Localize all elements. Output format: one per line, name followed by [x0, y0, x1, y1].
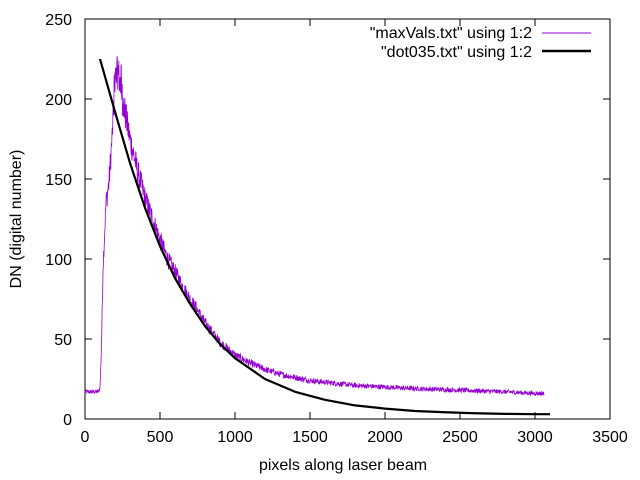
axis-ticks: 0 500 1000 1500 2000 2500 3000 3500 0 50 100 150 200… — [45, 12, 628, 446]
x-tick-label: 1500 — [292, 429, 328, 446]
x-tick-label: 500 — [147, 429, 174, 446]
y-tick-label: 200 — [45, 92, 72, 109]
y-tick-label: 0 — [63, 412, 72, 429]
series-layer — [84, 55, 550, 416]
x-tick-label: 2500 — [442, 429, 478, 446]
y-tick-label: 100 — [45, 252, 72, 269]
x-tick-label: 2000 — [367, 429, 403, 446]
x-tick-label: 1000 — [217, 429, 253, 446]
x-tick-label: 3500 — [592, 429, 628, 446]
legend: "maxVals.txt" using 1:2 "dot035.txt" usi… — [370, 25, 591, 61]
x-tick-label: 0 — [81, 429, 90, 446]
series-dot035-line — [98, 58, 550, 416]
y-axis-label: DN (digital number) — [8, 150, 25, 289]
legend-label-dot035: "dot035.txt" using 1:2 — [381, 44, 532, 61]
series-maxvals-line — [84, 55, 545, 397]
y-tick-label: 50 — [54, 332, 72, 349]
y-tick-label: 150 — [45, 172, 72, 189]
x-tick-label: 3000 — [517, 429, 553, 446]
legend-label-maxvals: "maxVals.txt" using 1:2 — [370, 25, 532, 42]
x-axis-label: pixels along laser beam — [259, 457, 427, 474]
plot-frame — [84, 18, 611, 420]
y-tick-label: 250 — [45, 12, 72, 29]
